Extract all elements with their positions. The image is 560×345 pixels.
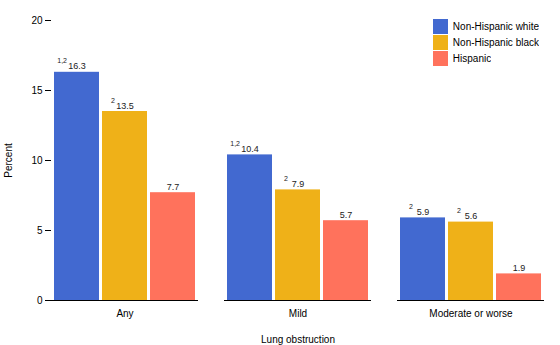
svg-text:Lung obstruction: Lung obstruction (261, 334, 335, 345)
svg-text:1.9: 1.9 (513, 263, 526, 273)
svg-text:2: 2 (284, 175, 288, 182)
html-text:Hispanic: Hispanic (452, 53, 492, 64)
svg-text:Percent: Percent (3, 143, 14, 178)
svg-text:5.9: 5.9 (417, 207, 430, 217)
svg-text:5.7: 5.7 (340, 210, 353, 220)
svg-text:1,2: 1,2 (230, 140, 240, 147)
svg-text:5.6: 5.6 (465, 211, 478, 221)
svg-text:2: 2 (409, 203, 413, 210)
svg-text:Mild: Mild (289, 308, 307, 319)
html-text:Non-Hispanic black: Non-Hispanic black (452, 37, 539, 48)
svg-text:2: 2 (457, 207, 461, 214)
svg-text:20: 20 (31, 15, 43, 26)
svg-text:7.7: 7.7 (167, 182, 180, 192)
svg-text:16.3: 16.3 (68, 61, 86, 71)
svg-text:13.5: 13.5 (116, 101, 134, 111)
svg-text:Moderate or worse: Moderate or worse (429, 308, 513, 319)
svg-text:0: 0 (37, 295, 43, 306)
svg-text:10: 10 (31, 155, 43, 166)
svg-text:Any: Any (116, 308, 133, 319)
svg-text:1,2: 1,2 (57, 57, 67, 64)
html-text:Non-Hispanic white: Non-Hispanic white (452, 21, 539, 32)
svg-text:10.4: 10.4 (241, 144, 259, 154)
svg-text:2: 2 (111, 97, 115, 104)
svg-text:7.9: 7.9 (292, 179, 305, 189)
svg-text:5: 5 (37, 225, 43, 236)
svg-text:15: 15 (31, 85, 43, 96)
